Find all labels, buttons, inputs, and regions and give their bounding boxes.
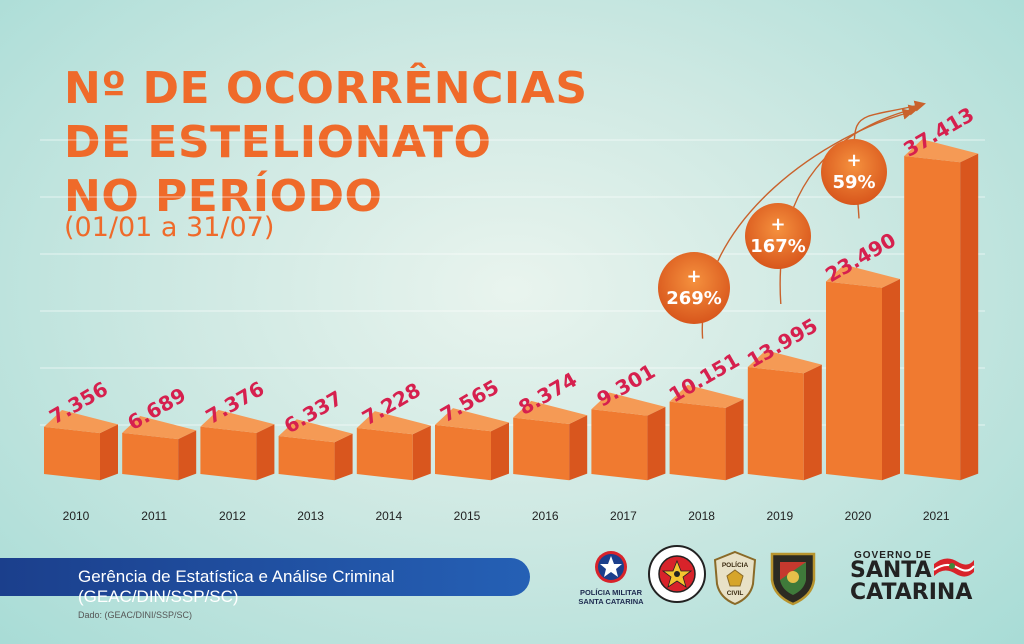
gov-logo-line-3: CATARINA xyxy=(850,580,973,605)
year-label: 2015 xyxy=(454,509,481,523)
bar-side xyxy=(100,424,118,481)
bar-side xyxy=(569,415,588,481)
bar-front xyxy=(44,426,100,481)
growth-plus: + xyxy=(686,266,701,287)
bar-side xyxy=(803,364,822,481)
title-line-2: DE ESTELIONATO xyxy=(64,117,492,168)
footer-band-text: Gerência de Estatística e Análise Crimin… xyxy=(78,567,395,606)
bar-top xyxy=(356,411,431,435)
bar-side xyxy=(882,279,900,481)
year-label: 2012 xyxy=(219,509,246,523)
growth-bubble xyxy=(745,203,811,269)
year-label: 2017 xyxy=(610,509,637,523)
growth-annotation-2019: +167% xyxy=(745,104,920,305)
bar-front xyxy=(669,401,726,481)
policia-civil-logo: POLÍCIA CIVIL xyxy=(712,550,758,606)
year-label: 2013 xyxy=(297,509,324,523)
bar-side xyxy=(334,433,353,481)
growth-annotation-2020: +59% xyxy=(821,100,926,219)
bar-side xyxy=(178,430,197,481)
year-label: 2016 xyxy=(532,509,559,523)
bar-front xyxy=(122,432,179,481)
bar-side xyxy=(647,406,666,481)
bar-top xyxy=(591,392,666,416)
bombeiros-logo xyxy=(648,545,706,603)
growth-bubble xyxy=(658,252,730,324)
year-label: 2021 xyxy=(923,509,950,523)
growth-plus: + xyxy=(770,214,785,235)
bar-front xyxy=(278,436,335,481)
growth-annotation-2018: +269% xyxy=(658,108,914,339)
bar-top xyxy=(513,400,588,424)
bar-front xyxy=(904,156,961,481)
gov-logo-line-2: SANTA xyxy=(850,558,932,583)
year-label: 2010 xyxy=(63,509,90,523)
sc-flag-icon xyxy=(933,558,975,577)
year-label: 2018 xyxy=(688,509,715,523)
growth-percent: 269% xyxy=(666,288,722,309)
year-label: 2020 xyxy=(845,509,872,523)
bar-side xyxy=(960,153,979,481)
bar-chart: 7.35620106.68920117.37620126.33720137.22… xyxy=(44,100,979,523)
civil-logo-line-1: POLÍCIA xyxy=(721,562,749,569)
gov-logo-line-1: GOVERNO DE xyxy=(854,550,932,561)
footer-band: Gerência de Estatística e Análise Crimin… xyxy=(0,558,530,606)
bar-front xyxy=(513,417,570,481)
growth-bubble xyxy=(821,139,887,205)
governo-sc-logo: GOVERNO DE SANTA CATARINA xyxy=(850,550,980,606)
ssp-shield-logo xyxy=(770,552,816,606)
bar-top xyxy=(200,409,275,433)
growth-percent: 167% xyxy=(750,236,806,257)
bar-top xyxy=(278,419,353,443)
bar-side xyxy=(725,399,744,481)
year-label: 2011 xyxy=(141,509,167,523)
bar-front xyxy=(356,427,413,481)
year-label: 2014 xyxy=(375,509,402,523)
bar-front xyxy=(591,409,648,481)
source-note: Dado: (GEAC/DINI/SSP/SC) xyxy=(78,610,193,620)
bar-top xyxy=(904,139,979,163)
year-label: 2019 xyxy=(766,509,793,523)
bar-side xyxy=(491,422,509,481)
pm-logo-line-1: POLÍCIA MILITAR xyxy=(579,588,643,597)
bar-top xyxy=(669,384,744,408)
pm-logo-line-2: SANTA CATARINA xyxy=(578,597,644,606)
growth-percent: 59% xyxy=(832,172,875,193)
title-line-1: Nº DE OCORRÊNCIAS xyxy=(64,63,588,114)
bar-front xyxy=(826,281,882,481)
chart-subtitle: (01/01 a 31/07) xyxy=(64,212,275,243)
bar-front xyxy=(747,367,804,481)
civil-logo-line-2: CIVIL xyxy=(726,590,744,597)
bar-top xyxy=(44,410,118,434)
bar-top xyxy=(435,408,509,432)
growth-plus: + xyxy=(846,150,861,171)
bar-top xyxy=(747,350,822,374)
bar-top xyxy=(826,264,900,288)
bar-side xyxy=(412,425,431,481)
bar-front xyxy=(200,426,257,481)
policia-militar-logo: POLÍCIA MILITAR SANTA CATARINA xyxy=(576,548,646,608)
bar-front xyxy=(435,424,491,481)
bar-side xyxy=(256,424,275,481)
bar-top xyxy=(122,416,197,440)
